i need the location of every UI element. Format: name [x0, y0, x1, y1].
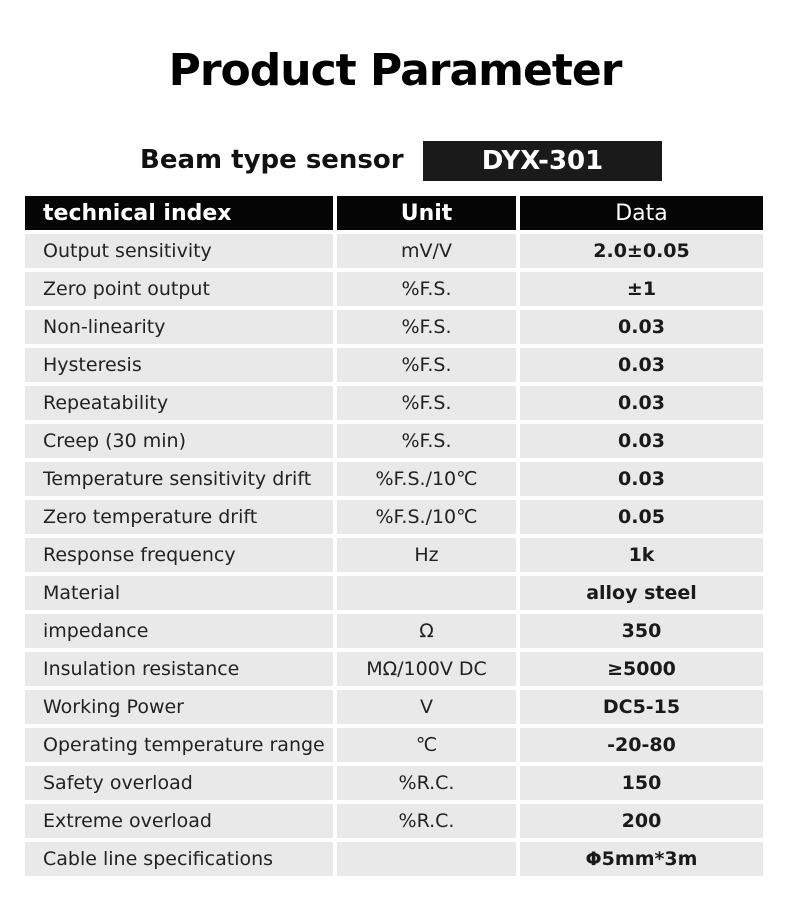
table-cell: 0.03: [520, 462, 763, 496]
table-cell: MΩ/100V DC: [337, 652, 516, 686]
table-cell: alloy steel: [520, 576, 763, 610]
table-cell: Hz: [337, 538, 516, 572]
table-cell: 1k: [520, 538, 763, 572]
table-cell: %F.S.: [337, 310, 516, 344]
table-cell: Extreme overload: [25, 804, 333, 838]
table-cell: V: [337, 690, 516, 724]
table-cell: %R.C.: [337, 804, 516, 838]
table-cell: Zero temperature drift: [25, 500, 333, 534]
table-cell: 0.03: [520, 348, 763, 382]
table-cell: Temperature sensitivity drift: [25, 462, 333, 496]
table-cell: impedance: [25, 614, 333, 648]
table-cell: Repeatability: [25, 386, 333, 420]
table-cell: 0.05: [520, 500, 763, 534]
table-cell: ≥5000: [520, 652, 763, 686]
title: Product Parameter: [168, 45, 623, 96]
table-cell: Cable line specifications: [25, 842, 333, 876]
table-cell: [337, 576, 516, 610]
table-cell: Insulation resistance: [25, 652, 333, 686]
table-cell: 350: [520, 614, 763, 648]
table-cell: -20-80: [520, 728, 763, 762]
table-cell: %F.S.: [337, 386, 516, 420]
table-cell: 0.03: [520, 310, 763, 344]
table-cell: mV/V: [337, 234, 516, 268]
table-cell: [337, 842, 516, 876]
model-badge: DYX-301: [423, 141, 662, 181]
table-cell: DC5-15: [520, 690, 763, 724]
table-cell: 0.03: [520, 386, 763, 420]
table-cell: 0.03: [520, 424, 763, 458]
table-cell: %R.C.: [337, 766, 516, 800]
table-cell: Hysteresis: [25, 348, 333, 382]
table-cell: Response frequency: [25, 538, 333, 572]
table-cell: 150: [520, 766, 763, 800]
table-cell: 2.0±0.05: [520, 234, 763, 268]
table-cell: Working Power: [25, 690, 333, 724]
product-label: Beam type sensor: [140, 145, 404, 175]
table-cell: ±1: [520, 272, 763, 306]
table-cell: Operating temperature range: [25, 728, 333, 762]
table-cell: Non-linearity: [25, 310, 333, 344]
table-cell: Safety overload: [25, 766, 333, 800]
table-cell: Φ5mm*3m: [520, 842, 763, 876]
table-cell: %F.S./10℃: [337, 462, 516, 496]
header-cell: technical index: [25, 196, 333, 230]
table-cell: ℃: [337, 728, 516, 762]
header-cell: Unit: [337, 196, 516, 230]
table-cell: %F.S.: [337, 272, 516, 306]
header-cell: Data: [520, 196, 763, 230]
table-cell: Creep (30 min): [25, 424, 333, 458]
table-cell: Ω: [337, 614, 516, 648]
table-cell: Output sensitivity: [25, 234, 333, 268]
table-cell: %F.S./10℃: [337, 500, 516, 534]
table-cell: 200: [520, 804, 763, 838]
table-cell: %F.S.: [337, 424, 516, 458]
table-cell: %F.S.: [337, 348, 516, 382]
table-cell: Zero point output: [25, 272, 333, 306]
table-cell: Material: [25, 576, 333, 610]
